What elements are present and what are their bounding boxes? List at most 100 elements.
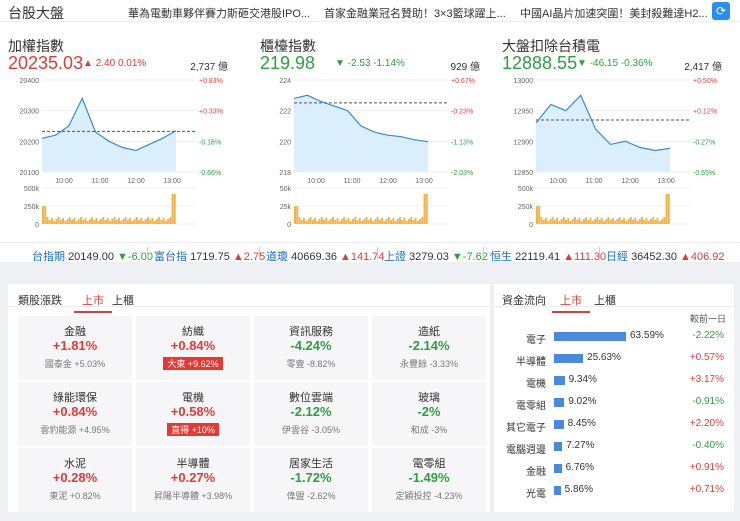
sector-card[interactable]: 半導體 +0.27% 昇陽半導體 +3.98% xyxy=(136,448,250,512)
volume-bar xyxy=(569,221,572,224)
volume-bar xyxy=(354,217,357,224)
flow-bar xyxy=(554,376,565,385)
refresh-icon[interactable]: ⟳ xyxy=(712,2,730,20)
volume-bar xyxy=(309,217,312,224)
sector-change: -2% xyxy=(417,404,441,419)
flow-change: +2.20% xyxy=(689,418,724,429)
flow-percent: 63.59% xyxy=(630,330,664,341)
volume-bar xyxy=(66,219,69,224)
ticker-item[interactable]: 道瓊 40669.36 ▲141.74 xyxy=(266,248,385,264)
volume-bar xyxy=(164,221,167,224)
volume-bar xyxy=(547,221,550,224)
ticker-change: ▲141.74 xyxy=(340,251,385,263)
ticker-item[interactable]: 富台指 1719.75 ▲2.75 xyxy=(154,248,265,264)
volume-bar xyxy=(162,218,165,224)
sector-card[interactable]: 電零組 -1.49% 定穎投控 -4.23% xyxy=(372,448,486,512)
tab-listed[interactable]: 上市 xyxy=(74,292,112,313)
volume-bar xyxy=(314,218,317,224)
volume-bar xyxy=(122,219,125,224)
change-value: 2.40 xyxy=(95,58,116,69)
sector-change: -2.12% xyxy=(290,404,332,419)
flow-row[interactable]: 金融 6.76% +0.91% xyxy=(494,460,734,482)
volume-bar xyxy=(634,218,637,224)
volume-bar xyxy=(649,219,652,224)
ticker-item[interactable]: 台指期 20149.00 ▼-6.00 xyxy=(32,248,153,264)
tab-otc[interactable]: 上櫃 xyxy=(594,295,616,307)
y-pct-label: +0.50% xyxy=(693,78,717,85)
volume-tick-label: 0 xyxy=(287,222,291,229)
news-headline[interactable]: 首家金融業冠名贊助！3×3籃球躍上... xyxy=(324,8,506,20)
ticker-item[interactable]: 上證 3279.03 ▼-7.62 xyxy=(384,248,488,264)
index-name: 加權指數 xyxy=(8,38,64,54)
sector-card[interactable]: 玻璃 -2% 和成 -3% xyxy=(372,382,486,446)
ticker-change: ▼-7.62 xyxy=(451,251,488,263)
index-name: 大盤扣除台積電 xyxy=(502,38,600,54)
volume-bar xyxy=(394,221,397,224)
news-headline[interactable]: 中國AI晶片加速突圍！美封殺難達H2... xyxy=(520,8,708,20)
volume-bar xyxy=(294,206,296,224)
sector-card[interactable]: 數位雲端 -2.12% 伊雲谷 -3.05% xyxy=(254,382,368,446)
volume-bar xyxy=(591,221,594,224)
volume-bar xyxy=(316,221,319,224)
sector-card[interactable]: 造紙 -2.14% 永豐餘 -3.33% xyxy=(372,316,486,380)
sector-card[interactable]: 資訊服務 -4.24% 零壹 -8.82% xyxy=(254,316,368,380)
volume-bar xyxy=(151,218,154,224)
volume-bar xyxy=(603,221,605,224)
sector-card[interactable]: 金融 +1.81% 國泰金 +5.03% xyxy=(18,316,132,380)
flow-row[interactable]: 電零組 9.02% -0.91% xyxy=(494,394,734,416)
volume-bar xyxy=(64,221,67,224)
flow-name: 光電 xyxy=(526,489,546,500)
flow-bar xyxy=(554,442,563,451)
flow-row[interactable]: 電子 63.59% -2.22% xyxy=(494,328,734,350)
tab-otc[interactable]: 上櫃 xyxy=(112,295,134,307)
divider xyxy=(147,247,148,259)
ticker-name: 日經 xyxy=(606,251,628,263)
volume-bar xyxy=(167,219,170,224)
flow-name: 半導體 xyxy=(516,357,546,368)
volume-bar xyxy=(318,219,321,224)
flow-row[interactable]: 電腦週邊 7.27% -0.40% xyxy=(494,438,734,460)
tab-listed[interactable]: 上市 xyxy=(552,292,590,313)
sector-card[interactable]: 電機 +0.58% 直得 +10% xyxy=(136,382,250,446)
sector-card[interactable]: 綠能環保 +0.84% 雲豹能源 +4.95% xyxy=(18,382,132,446)
sector-card[interactable]: 居家生活 -1.72% 偉盟 -2.62% xyxy=(254,448,368,512)
volume-bar xyxy=(598,220,601,224)
volume-bar xyxy=(643,220,646,224)
news-headline[interactable]: 華為電動車夥伴賽力斯砸交港股IPO... xyxy=(128,8,311,20)
sector-change: +0.84% xyxy=(52,404,98,419)
flow-percent: 6.76% xyxy=(565,462,594,473)
y-tick-label: 12850 xyxy=(514,170,534,177)
flow-row[interactable]: 光電 5.86% +0.71% xyxy=(494,482,734,504)
sector-change: -4.24% xyxy=(290,338,332,353)
flow-row[interactable]: 半導體 25.63% +0.57% xyxy=(494,350,734,372)
change-value: -46.15 xyxy=(589,58,619,69)
volume-tick-label: 25k xyxy=(280,204,292,211)
volume-bar xyxy=(390,220,393,224)
x-tick-label: 10:00 xyxy=(549,178,567,185)
volume-bar xyxy=(349,221,352,224)
sector-name: 資訊服務 xyxy=(289,326,333,338)
ticker-item[interactable]: 日經 36452.30 ▲406.92 xyxy=(606,248,725,264)
sector-card[interactable]: 水泥 +0.28% 東泥 +0.82% xyxy=(18,448,132,512)
volume-bar xyxy=(658,221,661,224)
ticker-item[interactable]: 恒生 22119.41 ▲111.30 xyxy=(490,248,606,264)
volume-bar xyxy=(629,217,632,224)
flow-row[interactable]: 其它電子 8.45% +2.20% xyxy=(494,416,734,438)
volume-bar xyxy=(627,219,630,224)
volume-bar xyxy=(607,217,610,224)
intraday-chart: 224 +0.67% 222 -0.23% 220 -1.13% 218 -2.03% 10:0… xyxy=(279,78,475,229)
flow-row[interactable]: 電機 9.34% +3.17% xyxy=(494,372,734,394)
y-pct-label: -0.65% xyxy=(693,170,715,177)
flow-percent: 5.86% xyxy=(564,484,593,495)
y-tick-label: 20400 xyxy=(20,78,40,85)
volume-bar xyxy=(571,219,574,224)
volume-bar xyxy=(558,221,561,224)
top-stock-label: 和成 -3% xyxy=(410,425,448,435)
volume-bar xyxy=(667,194,670,224)
volume-bar xyxy=(376,217,379,224)
sector-card[interactable]: 紡織 +0.84% 大東 +9.62% xyxy=(136,316,250,380)
volume-bar xyxy=(645,218,648,224)
volume-bar xyxy=(113,217,116,224)
volume-bar xyxy=(343,217,346,224)
volume-bar xyxy=(296,206,299,224)
